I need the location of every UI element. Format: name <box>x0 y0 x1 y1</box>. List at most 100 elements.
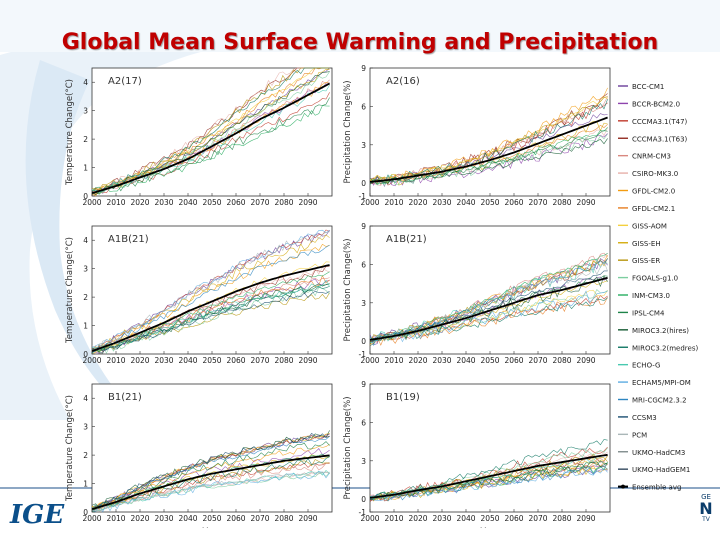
x-tick-label: 2070 <box>250 198 269 207</box>
y-tick-label: 4 <box>83 394 88 403</box>
y-tick-label: 9 <box>361 222 366 231</box>
y-axis-label: Precipitation Change(%) <box>343 80 353 183</box>
model-line <box>91 244 330 353</box>
model-line <box>369 87 608 183</box>
y-tick-label: 2 <box>83 135 88 144</box>
model-line <box>369 130 608 185</box>
x-tick-label: 2020 <box>408 514 427 523</box>
legend-entry: FGOALS-g1.0 <box>632 275 678 283</box>
figure-panels: 2000 2010 2020 2030 2040 2050 2060 2070 2080 2090… <box>65 64 698 528</box>
x-tick-label: 2060 <box>226 198 245 207</box>
legend-entry: CSIRO-MK3.0 <box>632 170 678 178</box>
panel-temp_a2: 2000 2010 2020 2030 2040 2050 2060 2070 2080 2090… <box>65 67 333 207</box>
model-line <box>91 274 330 353</box>
panel-label: A2(17) <box>108 76 142 87</box>
model-line <box>369 447 608 499</box>
legend-entry: BCCR-BCM2.0 <box>632 100 680 108</box>
model-line <box>369 465 608 502</box>
x-tick-label: 2070 <box>250 356 269 365</box>
legend-entry: PCM <box>632 431 647 439</box>
model-line <box>369 290 608 347</box>
y-tick-label: -1 <box>359 508 367 517</box>
model-line <box>91 448 330 512</box>
y-tick-label: 6 <box>361 102 366 111</box>
x-tick-label: 2080 <box>552 514 571 523</box>
legend-entry: GFDL-CM2.1 <box>632 205 675 213</box>
y-tick-label: 3 <box>83 423 88 432</box>
model-line <box>91 292 330 353</box>
x-axis-label: Year <box>479 527 499 528</box>
legend-entry: IPSL-CM4 <box>632 309 665 317</box>
x-tick-label: 2050 <box>480 198 499 207</box>
x-tick-label: 2080 <box>552 198 571 207</box>
y-tick-label: 0 <box>83 508 88 517</box>
model-line <box>91 67 330 192</box>
legend-entry: GISS-EH <box>632 240 661 248</box>
y-tick-label: 3 <box>361 457 366 466</box>
legend-marker <box>621 484 625 489</box>
x-tick-label: 2050 <box>202 514 221 523</box>
model-line <box>91 441 330 512</box>
legend-entry: GISS-AOM <box>632 222 667 230</box>
model-line <box>369 258 608 342</box>
model-line <box>91 469 330 512</box>
panel-prec_a1b: 2000 2010 2020 2030 2040 2050 2060 2070 2080 2090… <box>343 222 611 365</box>
x-tick-label: 2000 <box>82 356 101 365</box>
x-tick-label: 2080 <box>274 514 293 523</box>
plot-frame <box>91 383 333 513</box>
model-line <box>369 467 608 501</box>
ensemble-mean-line <box>91 454 330 511</box>
legend-entry: CNRM-CM3 <box>632 153 671 161</box>
panel-prec_a2: 2000 2010 2020 2030 2040 2050 2060 2070 2080 2090… <box>343 64 611 207</box>
logo-gentv: GE N TV <box>696 494 716 523</box>
x-tick-label: 2040 <box>456 356 475 365</box>
y-tick-label: 1 <box>83 322 88 331</box>
y-tick-label: 9 <box>361 380 366 389</box>
y-tick-label: -1 <box>359 192 367 201</box>
y-tick-label: 0 <box>361 179 366 188</box>
model-line <box>91 67 330 197</box>
x-tick-label: 2010 <box>106 356 125 365</box>
panel-label: A2(16) <box>386 76 420 87</box>
panel-temp_b1: 2000 2010 2020 2030 2040 2050 2060 2070 2080 2090… <box>65 383 333 528</box>
y-tick-label: 0 <box>361 337 366 346</box>
x-tick-label: 2000 <box>360 198 379 207</box>
header-band <box>0 0 720 52</box>
legend-entry: MIROC3.2(hires) <box>632 327 689 335</box>
model-line <box>91 92 330 195</box>
x-tick-label: 2010 <box>384 198 403 207</box>
x-tick-label: 2030 <box>154 198 173 207</box>
y-tick-label: 2 <box>83 451 88 460</box>
x-tick-label: 2070 <box>528 356 547 365</box>
legend-entry: GISS-ER <box>632 257 660 265</box>
logo-gentv-mid: N <box>699 499 713 518</box>
legend-entry: MRI-CGCM2.3.2 <box>632 397 687 405</box>
y-tick-label: 4 <box>83 78 88 87</box>
model-line <box>369 138 608 184</box>
model-line <box>91 472 330 510</box>
x-tick-label: 2010 <box>384 514 403 523</box>
legend-entry: INM-CM3.0 <box>632 292 670 300</box>
model-line <box>91 471 330 512</box>
panel-prec_b1: 2000 2010 2020 2030 2040 2050 2060 2070 2080 2090… <box>343 380 611 528</box>
x-tick-label: 2090 <box>576 198 595 207</box>
x-tick-label: 2040 <box>456 198 475 207</box>
model-line <box>91 266 330 354</box>
y-axis-label: Temperature Change(°C) <box>65 79 75 186</box>
x-tick-label: 2030 <box>154 356 173 365</box>
x-axis-label: Year <box>201 527 221 528</box>
panel-temp_a1b: 2000 2010 2020 2030 2040 2050 2060 2070 2080 2090… <box>65 225 333 365</box>
x-tick-label: 2010 <box>106 198 125 207</box>
model-line <box>91 286 330 354</box>
legend-entry: CCSM3 <box>632 414 657 422</box>
legend-entry: ECHAM5/MPI-OM <box>632 379 691 387</box>
panel-label: B1(19) <box>386 392 420 403</box>
y-tick-label: 3 <box>361 299 366 308</box>
model-line <box>91 97 330 192</box>
model-line <box>91 71 330 194</box>
y-axis-label: Temperature Change(°C) <box>65 237 75 344</box>
model-line <box>91 456 330 509</box>
x-tick-label: 2020 <box>130 198 149 207</box>
x-tick-label: 2040 <box>178 198 197 207</box>
y-tick-label: 3 <box>83 107 88 116</box>
